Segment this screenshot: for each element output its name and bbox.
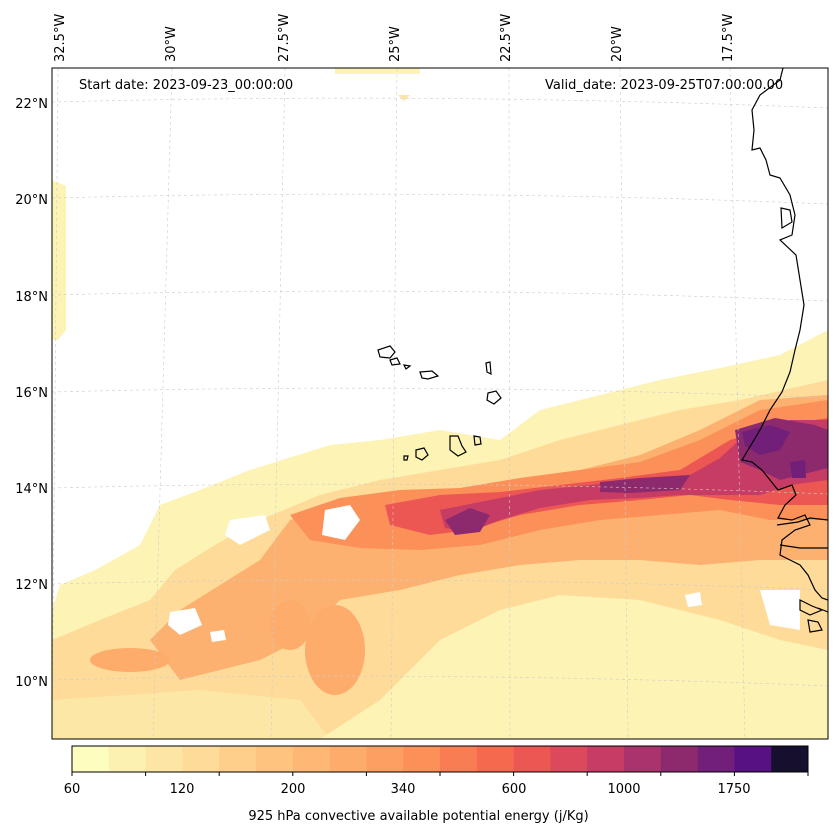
colorbar-tick-label: 1000 [607,782,641,797]
colorbar-tick-label: 1750 [717,782,751,797]
coastlines [377,68,828,633]
lon-label: 30°W [164,26,179,62]
colorbar-segment [256,746,294,772]
valid-date-label: Valid_date: 2023-09-25T07:00:00.00 [545,78,784,93]
cape-region-very-high [440,420,828,532]
colorbar-segment [329,746,367,772]
colorbar-segment [476,746,515,772]
colorbar-tick-label: 60 [63,782,81,797]
lon-label: 27.5°W [277,13,292,62]
colorbar-segment [513,746,551,772]
colorbar-segment [697,746,735,772]
colorbar-segment [72,746,110,772]
lon-label: 22.5°W [499,13,514,62]
lon-label: 25°W [388,26,403,62]
colorbar-segment [550,746,588,772]
cape-verde-island [377,345,396,359]
map-frame [51,67,829,740]
colorbar-segment [587,746,625,772]
colorbar-tick-label: 200 [280,782,306,797]
colorbar-title: 925 hPa convective available potential e… [248,809,589,824]
lon-label: 17.5°W [721,13,736,62]
colorbar-segment [624,746,662,772]
colorbar-tick-label: 340 [390,782,416,797]
colorbar-frame [71,745,809,773]
colorbar-segment [660,746,699,772]
lat-label: 18°N [15,290,48,305]
lon-label: 32.5°W [53,13,68,62]
graticule [52,68,828,739]
cape-field [52,68,828,739]
lat-label: 12°N [15,578,48,593]
colorbar-segment [108,746,147,772]
lat-label: 20°N [15,193,48,208]
colorbar-segment [403,746,441,772]
lat-label: 22°N [15,97,48,112]
colorbar-segment [366,746,404,772]
colorbar-segment [440,746,478,772]
colorbar-segment [182,746,220,772]
colorbar-tick-label: 120 [169,782,195,797]
lon-label: 20°W [610,26,625,62]
map-area [52,68,828,739]
colorbar-segment [292,746,331,772]
lat-label: 14°N [15,482,48,497]
african-coastline [741,68,828,601]
lat-label: 16°N [15,386,48,401]
colorbar-segment [219,746,257,772]
colorbar-segment [734,746,772,772]
colorbar-tick-label: 600 [501,782,527,797]
start-date-label: Start date: 2023-09-23_00:00:00 [79,78,294,93]
colorbar-segment [145,746,183,772]
colorbar-segment [771,746,809,772]
colorbar [71,746,809,776]
lat-label: 10°N [15,675,48,690]
